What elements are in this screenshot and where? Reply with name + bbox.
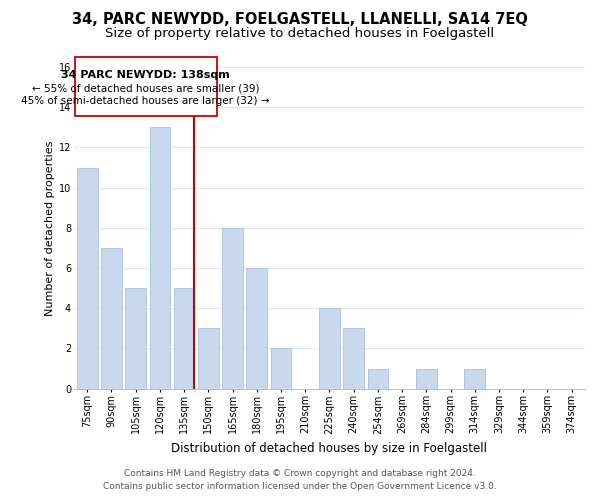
- Bar: [464, 368, 485, 388]
- Bar: [416, 368, 437, 388]
- Bar: [198, 328, 218, 388]
- Bar: [247, 268, 267, 388]
- Text: 34, PARC NEWYDD, FOELGASTELL, LLANELLI, SA14 7EQ: 34, PARC NEWYDD, FOELGASTELL, LLANELLI, …: [72, 12, 528, 28]
- Bar: [368, 368, 388, 388]
- Bar: [125, 288, 146, 388]
- Text: Contains HM Land Registry data © Crown copyright and database right 2024.
Contai: Contains HM Land Registry data © Crown c…: [103, 469, 497, 491]
- Bar: [101, 248, 122, 388]
- Text: ← 55% of detached houses are smaller (39): ← 55% of detached houses are smaller (39…: [32, 83, 259, 93]
- Bar: [343, 328, 364, 388]
- Text: 34 PARC NEWYDD: 138sqm: 34 PARC NEWYDD: 138sqm: [61, 70, 230, 80]
- Text: 45% of semi-detached houses are larger (32) →: 45% of semi-detached houses are larger (…: [22, 96, 270, 106]
- Bar: [319, 308, 340, 388]
- Bar: [174, 288, 194, 388]
- FancyBboxPatch shape: [74, 57, 217, 116]
- Y-axis label: Number of detached properties: Number of detached properties: [44, 140, 55, 316]
- Bar: [222, 228, 243, 388]
- Text: Size of property relative to detached houses in Foelgastell: Size of property relative to detached ho…: [106, 28, 494, 40]
- Bar: [149, 128, 170, 388]
- X-axis label: Distribution of detached houses by size in Foelgastell: Distribution of detached houses by size …: [172, 442, 487, 455]
- Bar: [77, 168, 98, 388]
- Bar: [271, 348, 292, 389]
